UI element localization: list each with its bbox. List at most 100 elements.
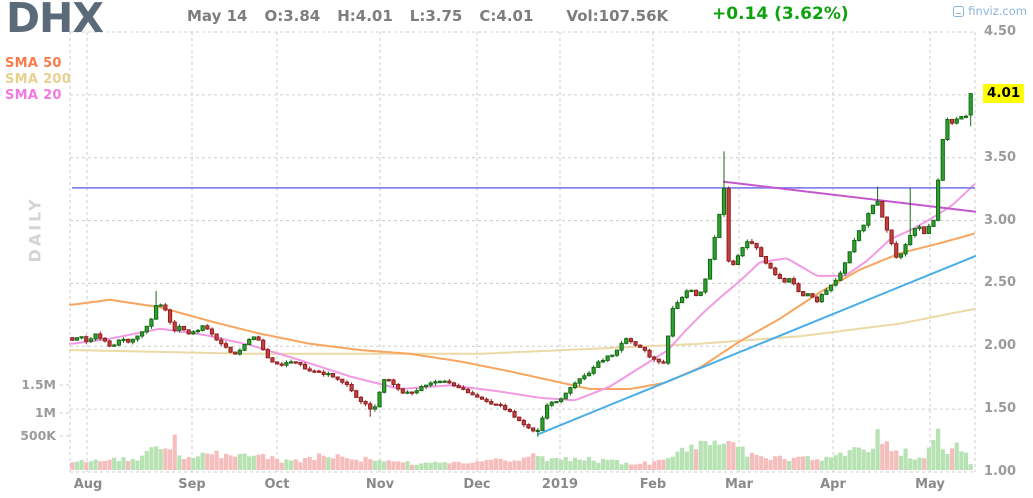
volume-bar	[680, 447, 685, 470]
candle-body	[349, 384, 354, 392]
candle-body	[652, 356, 657, 360]
candle-body	[158, 304, 163, 307]
candle-body	[852, 239, 857, 253]
candle-body	[926, 225, 931, 235]
candle-body	[908, 234, 913, 246]
volume-bar	[940, 449, 945, 470]
volume-bar	[284, 459, 289, 470]
volume-bar	[433, 461, 438, 470]
candle-body	[484, 398, 489, 402]
volume-bar	[707, 445, 713, 470]
candle-body	[689, 289, 694, 293]
volume-bar	[931, 439, 936, 470]
volume-bar	[842, 455, 848, 470]
volume-bar	[116, 461, 121, 470]
volume-bar	[84, 462, 89, 470]
candle-body	[596, 361, 601, 368]
sma50-line	[69, 232, 975, 390]
candle-body	[177, 325, 182, 331]
volume-bar	[693, 449, 699, 470]
volume-bar	[223, 453, 229, 470]
volume-bar	[447, 463, 452, 470]
volume-bar	[349, 459, 354, 470]
price-axis-label: 1.00	[984, 464, 1017, 479]
volume-bar	[949, 448, 955, 470]
candle-body	[517, 416, 522, 421]
volume-bar	[219, 458, 224, 470]
candle-body	[754, 242, 759, 249]
price-axis-label: 3.50	[984, 149, 1017, 165]
volume-bar	[507, 461, 512, 470]
volume-bar	[70, 462, 75, 470]
volume-bar	[926, 447, 931, 470]
candle-body	[316, 370, 322, 373]
candle-body	[107, 340, 112, 347]
candle-body	[554, 401, 559, 404]
legend-sma200: SMA 200	[5, 72, 72, 87]
candle-body	[84, 336, 89, 342]
volume-bar	[763, 458, 768, 470]
volume-bar	[600, 458, 606, 470]
volume-bar	[866, 452, 871, 470]
candle-body	[847, 251, 852, 264]
candle-body	[549, 401, 554, 406]
volume-bar	[200, 452, 205, 470]
candle-body	[642, 346, 647, 351]
candle-body	[428, 382, 433, 386]
volume-bar	[591, 460, 596, 470]
volume-bar	[153, 446, 159, 470]
candle-body	[456, 385, 461, 389]
candle-body	[363, 400, 368, 405]
month-axis-label: Feb	[639, 477, 667, 492]
volume-bar	[745, 456, 750, 470]
volume-bar	[852, 447, 857, 470]
candle-body	[647, 349, 652, 358]
volume-bar	[372, 460, 377, 470]
volume-bar	[777, 455, 782, 470]
candle-body	[838, 272, 843, 281]
candle-body	[605, 355, 610, 361]
timeframe-label: DAILY	[25, 196, 45, 263]
volume-bar	[754, 454, 759, 470]
volume-bar	[98, 461, 103, 470]
candle-body	[191, 331, 196, 335]
finviz-watermark-link[interactable]: finviz.com	[953, 4, 1027, 18]
volume-bar	[405, 461, 410, 470]
volume-bar	[735, 446, 741, 470]
candle-body	[98, 333, 103, 339]
candle-body	[833, 279, 838, 286]
candle-body	[759, 247, 764, 257]
quote-close: C:4.01	[479, 7, 534, 25]
volume-bar	[461, 463, 466, 470]
price-axis-label: 2.00	[984, 338, 1017, 354]
volume-bar	[517, 460, 522, 470]
volume-bar	[531, 453, 536, 470]
candle-body	[666, 335, 671, 364]
candle-body	[712, 237, 717, 260]
candle-body	[126, 338, 131, 343]
volume-bar	[126, 460, 131, 470]
candle-body	[582, 375, 587, 380]
quote-open: O:3.84	[264, 7, 321, 25]
volume-bar	[791, 457, 796, 470]
volume-bar	[833, 455, 838, 470]
candle-body	[763, 255, 768, 264]
candle-body	[386, 379, 391, 382]
candle-body	[70, 337, 75, 341]
volume-bar	[558, 459, 564, 470]
candle-body	[810, 293, 815, 298]
candle-body	[545, 404, 550, 419]
candle-body	[433, 381, 438, 384]
volume-bar	[181, 458, 187, 470]
candle-body	[777, 274, 782, 279]
volume-bar	[275, 458, 280, 470]
candle-body	[870, 204, 876, 215]
candle-body	[209, 328, 215, 335]
candle-body	[880, 200, 885, 218]
month-axis-label: Apr	[820, 477, 846, 492]
volume-bar	[321, 455, 326, 470]
candle-body	[275, 361, 280, 365]
candle-body	[963, 115, 969, 118]
volume-bar	[261, 454, 266, 470]
